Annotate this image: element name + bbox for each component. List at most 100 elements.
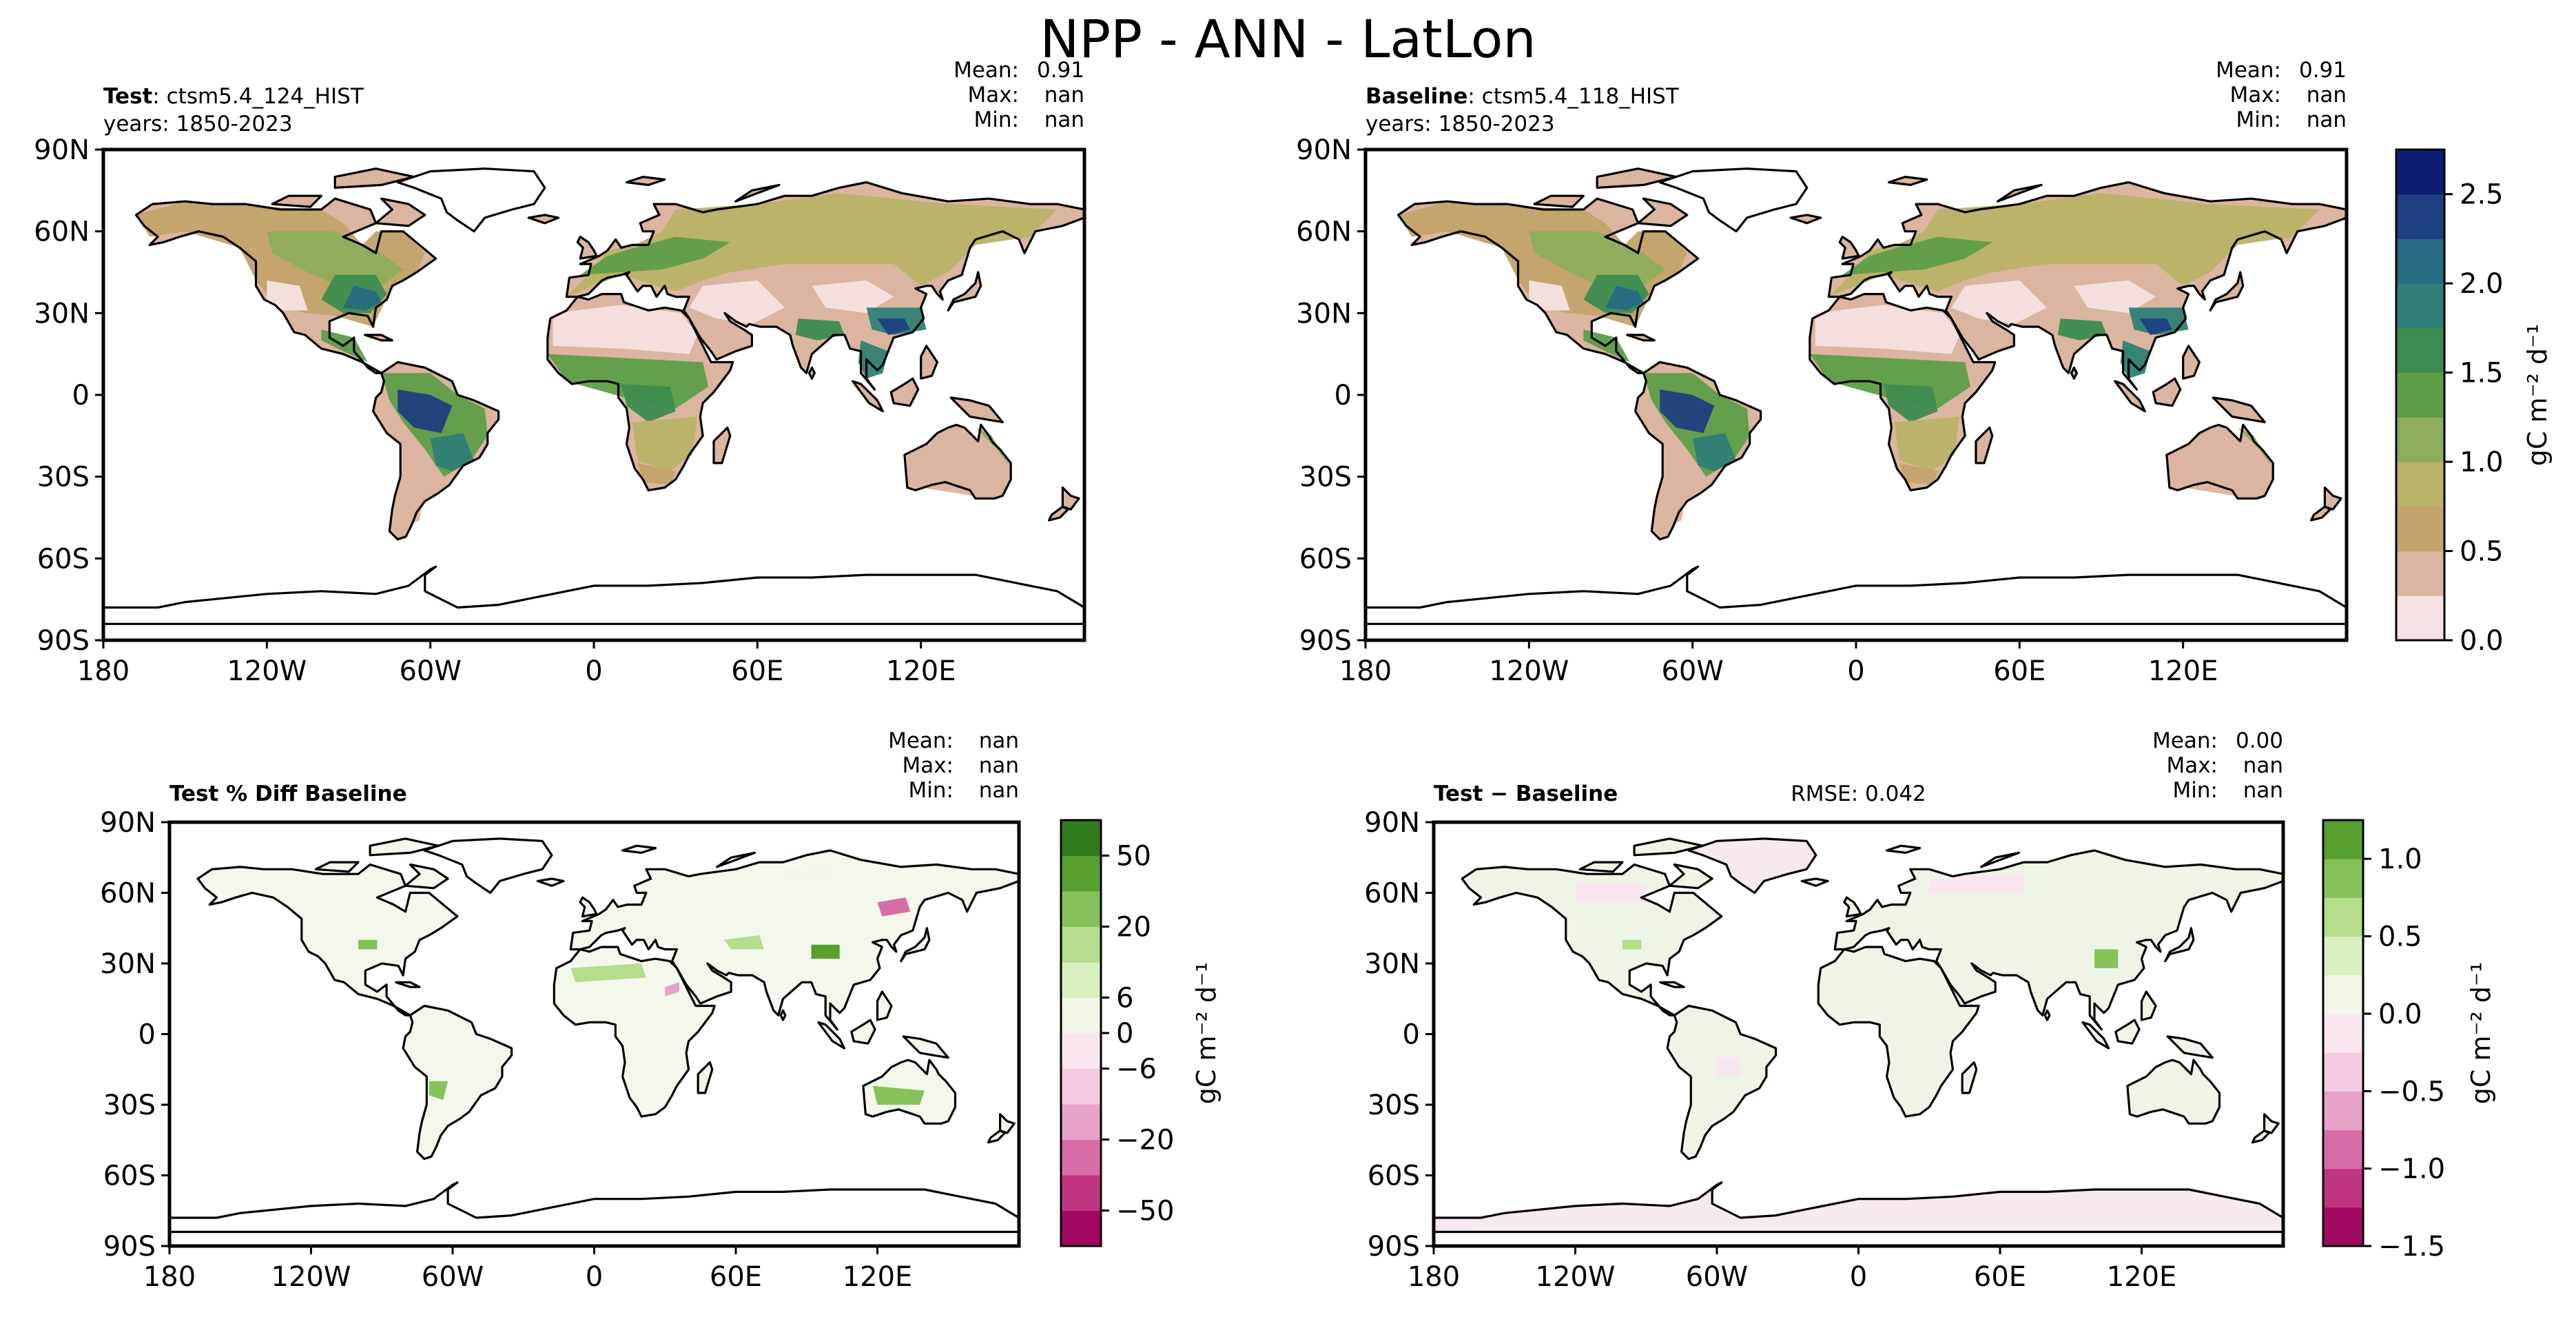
y-tick-label: 0 — [138, 1019, 156, 1051]
panel-title: Test % Diff Baseline — [169, 782, 407, 806]
npp-zone — [2139, 318, 2172, 335]
colorbar-segment — [2396, 506, 2444, 552]
coastline-newGuinea — [949, 396, 1004, 424]
y-tick-label: 0 — [72, 380, 90, 411]
stat-label: Min: — [909, 778, 954, 803]
coastline-newZealand — [1061, 486, 1080, 511]
map-area — [1434, 822, 2283, 1246]
pct-diff-patch — [723, 935, 765, 950]
coastline-greenland — [1687, 837, 1817, 895]
colorbar-tick-label: 0.5 — [2460, 536, 2504, 568]
coastline-baffin — [374, 197, 426, 227]
coastline-newZealandS — [2251, 1129, 2270, 1144]
coastline-borneo — [850, 1019, 876, 1045]
x-tick-label: 60W — [1661, 655, 1723, 687]
x-tick-label: 60W — [399, 655, 461, 687]
y-tick-label: 90S — [1299, 625, 1352, 657]
diff-patch — [1575, 883, 1647, 903]
npp-zone — [267, 280, 308, 311]
coastline-antarctica — [1434, 1181, 2283, 1234]
map-area — [1366, 150, 2347, 640]
colorbar-tick-label: 2.0 — [2460, 268, 2504, 300]
coastline-newZealandS — [2310, 505, 2331, 522]
coastline-ellesmere — [333, 167, 415, 189]
x-tick-label: 120E — [2148, 655, 2218, 687]
npp-zone — [877, 318, 910, 335]
coastline-cuba — [395, 981, 421, 988]
panel-title-bold: Test − Baseline — [1434, 782, 1618, 806]
colorbar-segment — [2396, 327, 2444, 374]
colorbar-tick-label: 0.0 — [2460, 625, 2504, 657]
stat-label: Max: — [902, 753, 954, 778]
coastline-madagascar — [1961, 1061, 1978, 1094]
coastline-svalbard — [625, 176, 666, 186]
npp-zone — [621, 384, 676, 422]
colorbar-segment — [2396, 551, 2444, 596]
x-tick-label: 0 — [1847, 655, 1864, 687]
npp-zone — [1605, 285, 1644, 311]
land-antarctica — [1366, 566, 2347, 624]
y-tick-label: 90S — [1368, 1231, 1420, 1263]
coastline-svalbard — [621, 844, 657, 855]
coastline-africa — [1817, 946, 1980, 1118]
land-australia — [2127, 1060, 2220, 1124]
colorbar-tick-label: −1.5 — [2378, 1231, 2445, 1263]
x-tick-label: 120W — [1536, 1261, 1616, 1293]
x-tick-label: 60W — [1686, 1261, 1748, 1293]
coastline-newZealandS — [1047, 505, 1069, 522]
npp-zone — [398, 389, 453, 433]
coastline-philippines — [876, 990, 893, 1021]
colorbar-frame — [2322, 819, 2364, 1247]
coastline-ellesmere — [1596, 167, 1678, 189]
stat-value: nan — [2307, 83, 2347, 108]
coastline-srilanka — [2043, 1009, 2051, 1021]
coastline-newGuinea — [902, 1035, 949, 1059]
coastline-eurasia — [569, 849, 1019, 1031]
colorbar-segment — [2323, 1130, 2363, 1170]
npp-zone — [812, 280, 894, 314]
coastline-philippines — [2140, 990, 2157, 1021]
coastline-britain — [576, 236, 598, 260]
panel-title-bold: Baseline — [1366, 84, 1467, 109]
coastline-sumatra — [2114, 380, 2146, 413]
land-newGuinea — [903, 1036, 949, 1058]
colorbar-label: gC m⁻² d⁻¹ — [2522, 324, 2553, 467]
npp-zone — [1894, 416, 1960, 471]
stat-value: 0.00 — [2236, 728, 2283, 753]
y-tick-label: 60N — [1364, 878, 1420, 910]
coastline-victoria — [314, 861, 360, 873]
land-sumatra — [818, 1022, 845, 1048]
y-tick-label: 30S — [1368, 1090, 1420, 1121]
coastline-australia — [862, 1059, 957, 1125]
land-baffin — [375, 198, 425, 226]
stat-value: 0.91 — [2299, 58, 2347, 83]
land-borneo — [851, 1020, 876, 1044]
coastline-eurasia — [1833, 849, 2283, 1031]
x-tick-label: 180 — [143, 1261, 196, 1293]
colorbar-segment — [2323, 974, 2363, 1014]
npp-zone — [430, 433, 474, 471]
y-tick-label: 60S — [103, 1161, 156, 1192]
y-tick-label: 30N — [1296, 298, 1352, 329]
land-southAmerica — [1667, 1005, 1776, 1159]
pct-diff-patch — [783, 864, 830, 879]
colorbar-tick-label: 2.5 — [2460, 179, 2504, 211]
stat-label: Max: — [967, 83, 1019, 108]
coastline-greenland — [1658, 167, 1809, 233]
coastline-novaya — [1997, 183, 2043, 203]
stat-label: Mean: — [954, 58, 1019, 83]
land-northAmerica — [198, 864, 457, 1016]
stat-label: Min: — [2236, 108, 2281, 132]
land-antarctica — [1434, 1182, 2283, 1232]
colorbar-segment — [2396, 150, 2444, 195]
stat-label: Min: — [974, 108, 1019, 132]
y-tick-label: 30S — [1299, 462, 1352, 493]
colorbar-tick-label: 6 — [1116, 983, 1133, 1014]
colorbar-frame — [2395, 148, 2446, 642]
x-tick-label: 60W — [422, 1261, 484, 1293]
land-newGuinea — [2167, 1036, 2213, 1058]
coastline-baffin — [1668, 863, 1713, 890]
coastline-srilanka — [779, 1009, 787, 1021]
colorbar-segment — [1061, 997, 1101, 1034]
x-tick-label: 120W — [271, 1261, 351, 1293]
